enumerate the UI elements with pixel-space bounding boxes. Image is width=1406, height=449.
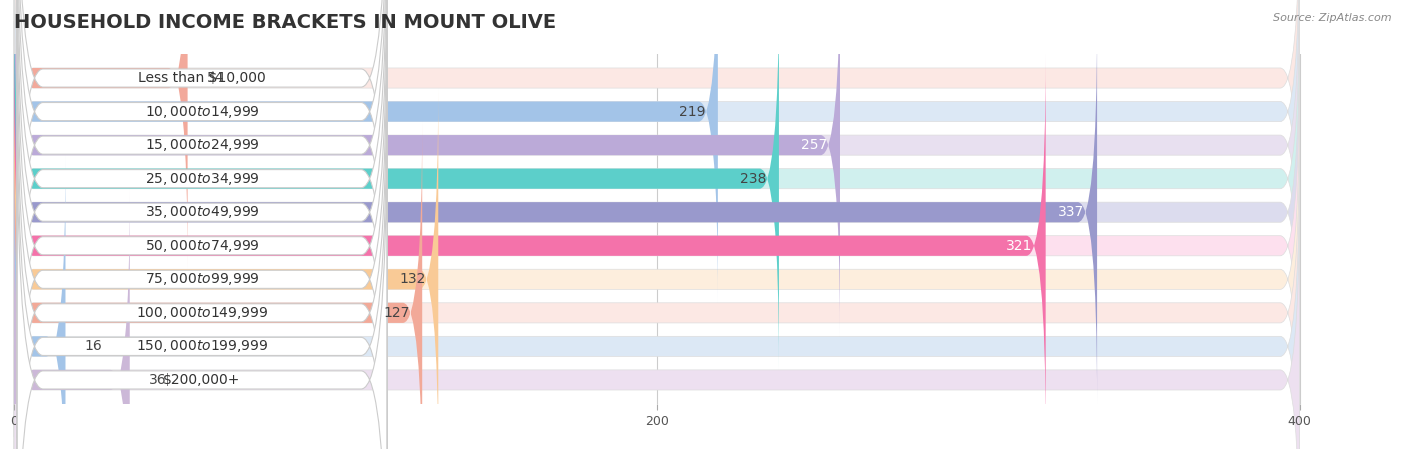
FancyBboxPatch shape — [14, 155, 66, 449]
Text: 337: 337 — [1057, 205, 1084, 219]
Text: $100,000 to $149,999: $100,000 to $149,999 — [136, 305, 269, 321]
FancyBboxPatch shape — [17, 87, 387, 449]
FancyBboxPatch shape — [17, 0, 387, 449]
Text: $15,000 to $24,999: $15,000 to $24,999 — [145, 137, 260, 153]
Text: 219: 219 — [679, 105, 704, 119]
FancyBboxPatch shape — [14, 0, 839, 336]
FancyBboxPatch shape — [14, 21, 1097, 404]
Text: HOUSEHOLD INCOME BRACKETS IN MOUNT OLIVE: HOUSEHOLD INCOME BRACKETS IN MOUNT OLIVE — [14, 13, 557, 32]
Text: 257: 257 — [801, 138, 827, 152]
FancyBboxPatch shape — [17, 0, 387, 438]
FancyBboxPatch shape — [17, 53, 387, 449]
Text: $35,000 to $49,999: $35,000 to $49,999 — [145, 204, 260, 220]
FancyBboxPatch shape — [17, 0, 387, 405]
Text: 16: 16 — [84, 339, 103, 353]
FancyBboxPatch shape — [14, 21, 1299, 404]
Text: 54: 54 — [207, 71, 225, 85]
FancyBboxPatch shape — [14, 88, 439, 449]
Text: $50,000 to $74,999: $50,000 to $74,999 — [145, 238, 260, 254]
FancyBboxPatch shape — [14, 189, 1299, 449]
FancyBboxPatch shape — [14, 0, 779, 370]
FancyBboxPatch shape — [14, 0, 187, 269]
FancyBboxPatch shape — [17, 121, 387, 449]
FancyBboxPatch shape — [14, 0, 1299, 303]
FancyBboxPatch shape — [14, 54, 1046, 437]
FancyBboxPatch shape — [17, 0, 387, 337]
Text: $25,000 to $34,999: $25,000 to $34,999 — [145, 171, 260, 187]
FancyBboxPatch shape — [14, 88, 1299, 449]
FancyBboxPatch shape — [14, 0, 1299, 370]
Text: 127: 127 — [382, 306, 409, 320]
FancyBboxPatch shape — [14, 122, 422, 449]
FancyBboxPatch shape — [14, 0, 1299, 336]
Text: Source: ZipAtlas.com: Source: ZipAtlas.com — [1274, 13, 1392, 23]
Text: Less than $10,000: Less than $10,000 — [138, 71, 266, 85]
FancyBboxPatch shape — [17, 20, 387, 449]
Text: 132: 132 — [399, 272, 426, 286]
FancyBboxPatch shape — [14, 189, 129, 449]
Text: $200,000+: $200,000+ — [163, 373, 240, 387]
FancyBboxPatch shape — [14, 0, 718, 303]
FancyBboxPatch shape — [14, 122, 1299, 449]
FancyBboxPatch shape — [14, 155, 1299, 449]
Text: $10,000 to $14,999: $10,000 to $14,999 — [145, 104, 260, 119]
FancyBboxPatch shape — [17, 0, 387, 371]
FancyBboxPatch shape — [14, 0, 1299, 269]
Text: 36: 36 — [149, 373, 167, 387]
Text: $150,000 to $199,999: $150,000 to $199,999 — [136, 339, 269, 354]
Text: 238: 238 — [740, 172, 766, 186]
Text: $75,000 to $99,999: $75,000 to $99,999 — [145, 271, 260, 287]
FancyBboxPatch shape — [17, 0, 387, 449]
FancyBboxPatch shape — [14, 54, 1299, 437]
Text: 321: 321 — [1007, 239, 1033, 253]
